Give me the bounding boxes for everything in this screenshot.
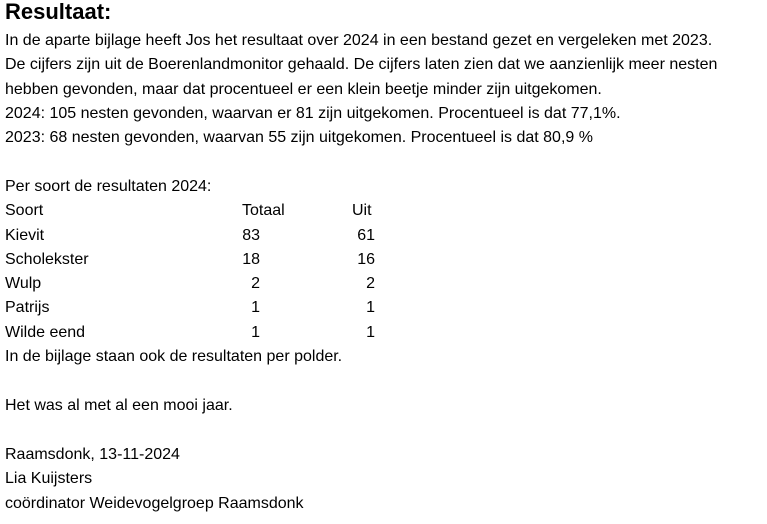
species-name: Wulp: [5, 275, 42, 292]
signature-name: Lia Kuijsters: [5, 470, 93, 487]
paragraph-line: De cijfers zijn uit de Boerenlandmonitor…: [5, 56, 718, 73]
table-note: In de bijlage staan ook de resultaten pe…: [5, 348, 343, 365]
result-2023: 2023: 68 nesten gevonden, waarvan 55 zij…: [5, 129, 593, 146]
hatched-value: 61: [357, 227, 375, 244]
signature-place-date: Raamsdonk, 13-11-2024: [5, 446, 180, 463]
header-totaal: Totaal: [242, 202, 285, 219]
species-name: Scholekster: [5, 251, 89, 268]
result-2024: 2024: 105 nesten gevonden, waarvan er 81…: [5, 105, 621, 122]
signature-role: coördinator Weidevogelgroep Raamsdonk: [5, 495, 304, 512]
table-caption: Per soort de resultaten 2024:: [5, 178, 212, 195]
species-name: Patrijs: [5, 299, 50, 316]
paragraph-line: hebben gevonden, maar dat procentueel er…: [5, 81, 602, 98]
total-value: 18: [242, 251, 260, 268]
species-name: Kievit: [5, 227, 45, 244]
document-title: Resultaat:: [5, 0, 112, 24]
species-name: Wilde eend: [5, 324, 86, 341]
hatched-value: 2: [366, 275, 375, 292]
total-value: 83: [242, 227, 260, 244]
header-uit: Uit: [352, 202, 372, 219]
hatched-value: 1: [366, 299, 375, 316]
hatched-value: 16: [357, 251, 375, 268]
total-value: 1: [251, 299, 260, 316]
hatched-value: 1: [366, 324, 375, 341]
header-soort: Soort: [5, 202, 44, 219]
closing-line: Het was al met al een mooi jaar.: [5, 397, 233, 414]
total-value: 2: [251, 275, 260, 292]
paragraph-line: In de aparte bijlage heeft Jos het resul…: [5, 32, 713, 49]
total-value: 1: [251, 324, 260, 341]
